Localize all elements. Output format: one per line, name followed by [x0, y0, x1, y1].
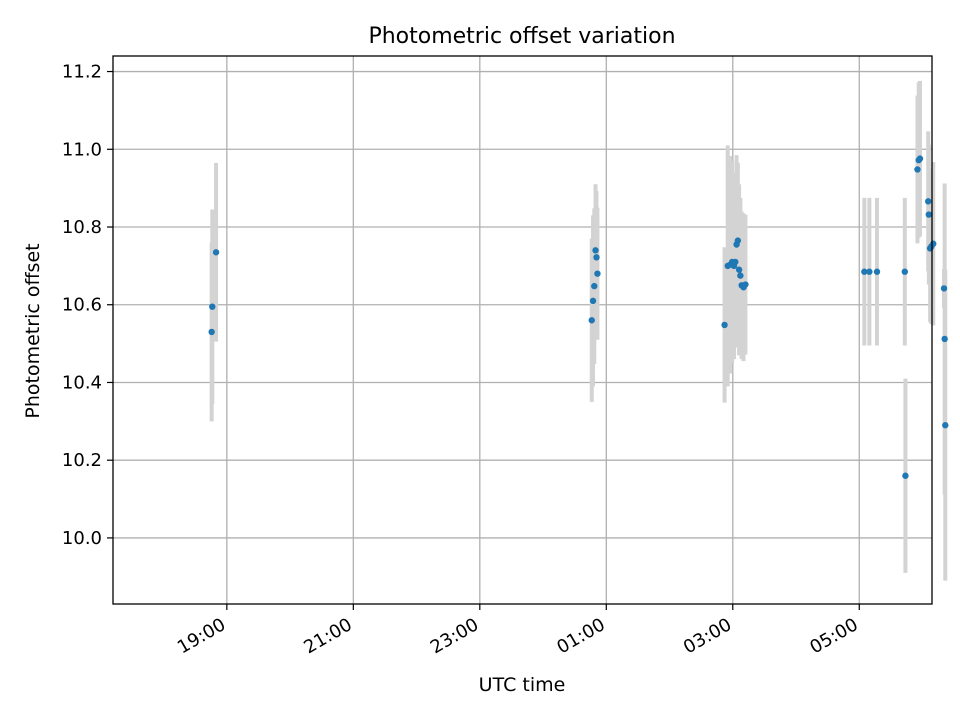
data-point [873, 268, 881, 275]
x-tick-label: 19:00 [174, 614, 229, 658]
data-point [594, 270, 601, 277]
y-tick-label: 10.2 [62, 450, 102, 471]
error-bars [209, 80, 948, 581]
data-point [212, 249, 220, 256]
x-tick-label: 21:00 [300, 614, 355, 658]
data-point [592, 247, 599, 254]
y-tick-label: 11.0 [62, 139, 102, 160]
data-point [735, 266, 743, 273]
x-axis-ticks: 19:00 21:00 23:00 01:00 03:00 05:00 [174, 604, 862, 658]
data-point [902, 472, 909, 479]
data-point [925, 211, 933, 218]
data-point [866, 268, 873, 275]
chart-title: Photometric offset variation [368, 24, 675, 49]
data-point [589, 297, 597, 305]
data-point [916, 155, 924, 162]
data-point [588, 317, 595, 324]
y-axis-ticks: 10.0 10.2 10.4 10.6 10.8 11.0 11.2 [62, 62, 113, 549]
data-point [914, 166, 921, 173]
data-point [721, 321, 728, 329]
data-point [732, 258, 739, 266]
data-point [593, 254, 600, 261]
data-point [940, 285, 948, 292]
data-point [925, 198, 932, 205]
data-points [208, 155, 949, 479]
plot-frame [112, 55, 933, 605]
y-axis-label: Photometric offset [22, 243, 44, 418]
data-point [208, 328, 215, 336]
grid-lines [113, 56, 932, 604]
x-tick-label: 01:00 [553, 614, 608, 658]
data-point [209, 303, 216, 310]
y-tick-label: 10.4 [62, 372, 102, 393]
x-tick-label: 05:00 [806, 614, 861, 658]
y-tick-label: 11.2 [62, 62, 102, 83]
data-point [901, 268, 909, 275]
data-point [941, 335, 948, 343]
data-point [737, 272, 744, 279]
y-tick-label: 10.8 [62, 217, 102, 238]
data-point [861, 268, 868, 275]
data-point [591, 282, 598, 290]
x-axis-label: UTC time [479, 674, 566, 696]
x-tick-label: 23:00 [427, 614, 482, 658]
x-tick-label: 03:00 [680, 614, 735, 658]
data-point [942, 422, 949, 429]
data-point [742, 281, 749, 288]
y-tick-label: 10.6 [62, 295, 102, 316]
data-point [734, 237, 742, 244]
y-tick-label: 10.0 [62, 528, 102, 549]
data-point [930, 240, 937, 247]
